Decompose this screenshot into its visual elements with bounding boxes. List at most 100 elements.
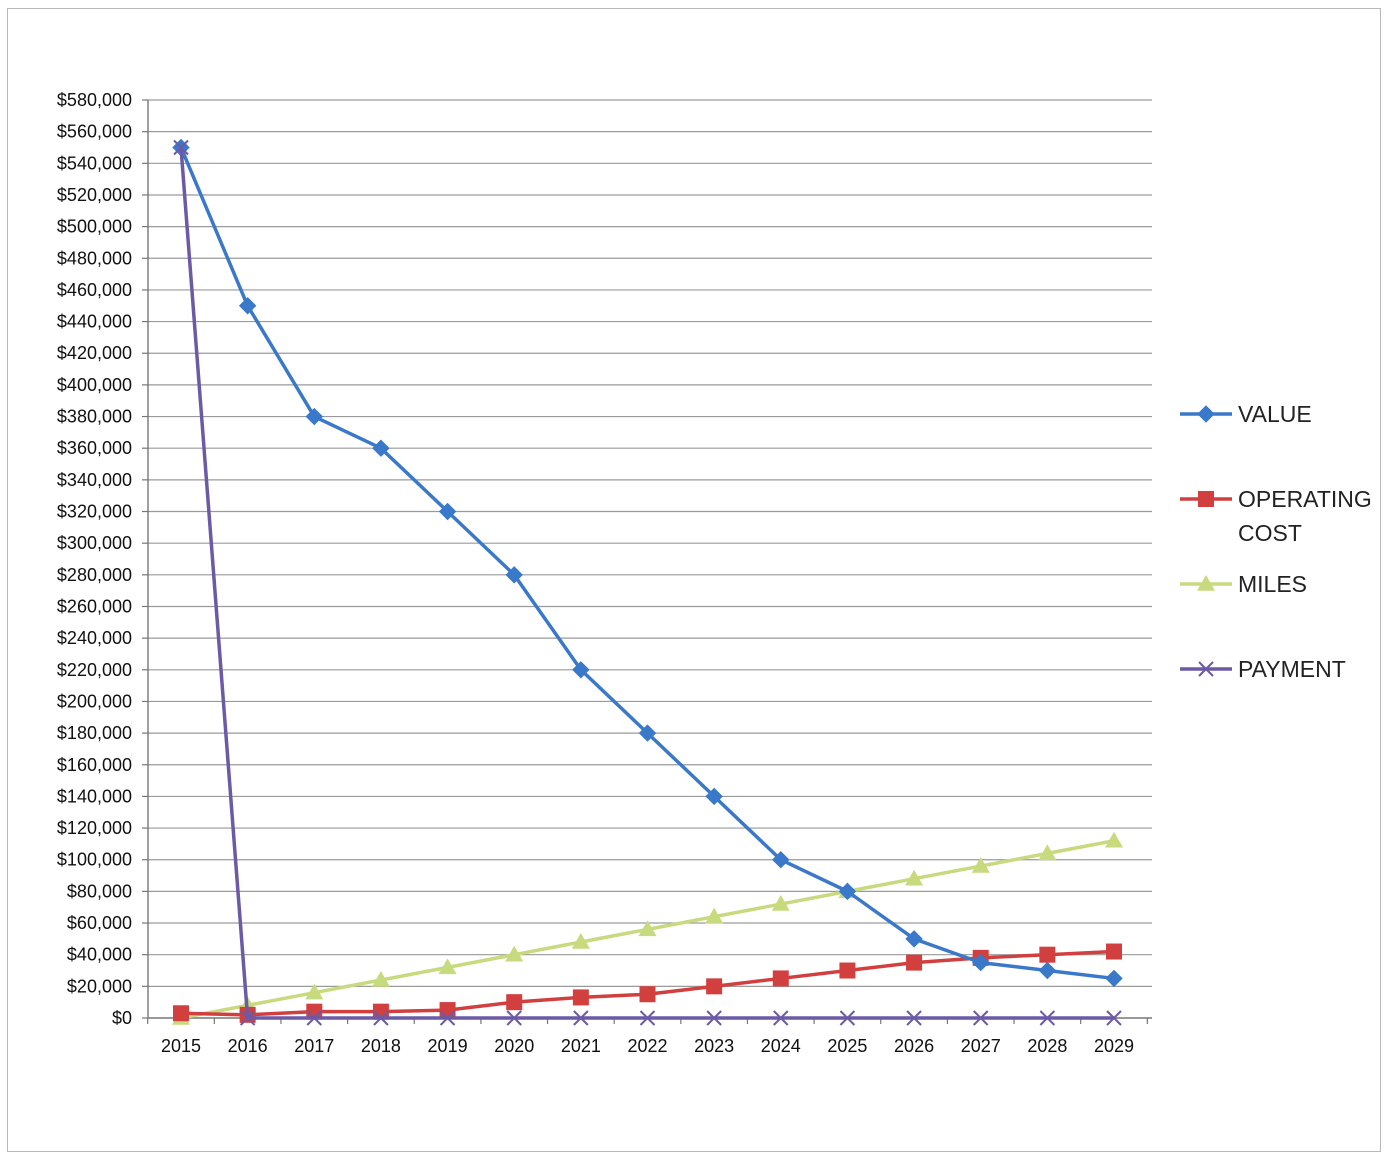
- data-point-operating-cost: [173, 1005, 189, 1022]
- y-tick-label: $580,000: [57, 90, 132, 110]
- x-tick-label: 2015: [161, 1036, 201, 1056]
- y-tick-label: $20,000: [67, 976, 132, 996]
- y-tick-label: $240,000: [57, 628, 132, 648]
- legend-entry-payment: PAYMENT: [1180, 656, 1346, 682]
- data-point-miles: [905, 869, 924, 886]
- x-tick-label: 2023: [694, 1036, 734, 1056]
- legend-swatch-marker: [1197, 575, 1215, 591]
- legend-entry-operating-cost: OPERATING COST: [1180, 486, 1372, 546]
- x-tick-label: 2022: [627, 1036, 667, 1056]
- y-tick-label: $40,000: [67, 945, 132, 965]
- legend-entry-value: VALUE: [1180, 401, 1312, 427]
- data-point-payment: [706, 1010, 722, 1026]
- data-point-value: [972, 953, 990, 972]
- data-point-payment: [773, 1010, 789, 1026]
- data-point-value: [238, 297, 257, 315]
- x-marker-stroke: [1039, 1010, 1056, 1026]
- data-point-payment: [973, 1010, 989, 1026]
- x-tick-label: 2027: [961, 1036, 1001, 1056]
- data-point-value: [905, 930, 923, 948]
- y-tick-label: $260,000: [57, 596, 132, 616]
- y-tick-label: $340,000: [57, 470, 132, 490]
- y-tick-label: $500,000: [57, 217, 132, 237]
- data-point-payment: [373, 1010, 389, 1026]
- x-tick-label: 2026: [894, 1036, 934, 1056]
- x-marker-stroke: [706, 1010, 722, 1026]
- data-point-miles: [505, 945, 524, 962]
- data-point-operating-cost: [306, 1003, 323, 1020]
- data-point-operating-cost: [1039, 946, 1056, 963]
- data-point-value: [772, 851, 790, 869]
- y-tick-label: $100,000: [57, 850, 132, 870]
- x-tick-label: 2021: [561, 1036, 601, 1056]
- legend-entry-miles: MILES: [1180, 571, 1307, 597]
- y-tick-label: $480,000: [57, 248, 132, 268]
- x-marker-stroke: [439, 1010, 456, 1026]
- series-payment: [173, 139, 1122, 1026]
- data-point-miles: [438, 958, 457, 975]
- data-point-value: [1105, 969, 1123, 988]
- legend-label: PAYMENT: [1238, 656, 1346, 682]
- data-point-payment: [1106, 1010, 1122, 1026]
- data-point-miles: [371, 971, 390, 987]
- x-marker-stroke: [239, 1010, 256, 1026]
- data-point-operating-cost: [372, 1003, 389, 1020]
- data-point-operating-cost: [772, 970, 789, 987]
- data-point-payment: [173, 139, 189, 156]
- data-point-value: [705, 787, 723, 806]
- data-point-operating-cost: [1106, 943, 1122, 960]
- x-marker-stroke: [1106, 1010, 1122, 1026]
- x-marker-stroke: [373, 1010, 389, 1026]
- data-point-miles: [971, 857, 990, 873]
- data-point-payment: [573, 1010, 589, 1026]
- y-tick-label: $60,000: [67, 913, 132, 933]
- data-point-miles: [1105, 831, 1123, 848]
- y-tick-label: $560,000: [57, 122, 132, 142]
- x-marker-stroke: [773, 1010, 789, 1026]
- data-point-payment: [439, 1010, 456, 1026]
- x-marker-stroke: [973, 1010, 989, 1026]
- data-point-value: [438, 502, 457, 521]
- legend-swatch-marker: [1198, 661, 1214, 677]
- data-point-miles: [771, 895, 790, 911]
- x-tick-label: 2024: [761, 1036, 801, 1056]
- data-point-miles: [638, 920, 657, 937]
- x-tick-label: 2028: [1027, 1036, 1067, 1056]
- x-tick-label: 2016: [228, 1036, 268, 1056]
- data-point-operating-cost: [572, 989, 589, 1006]
- series-value: [172, 138, 1123, 988]
- data-point-miles: [1038, 844, 1057, 861]
- data-point-miles: [305, 983, 324, 1000]
- y-tick-label: $460,000: [57, 280, 132, 300]
- data-point-operating-cost: [906, 954, 923, 971]
- x-marker-stroke: [839, 1010, 856, 1026]
- y-tick-label: $420,000: [57, 343, 132, 363]
- x-tick-label: 2019: [428, 1036, 468, 1056]
- x-tick-label: 2018: [361, 1036, 401, 1056]
- data-point-miles: [705, 907, 724, 924]
- legend-label: OPERATING: [1238, 486, 1372, 512]
- y-tick-label: $360,000: [57, 438, 132, 458]
- legend-label: MILES: [1238, 571, 1307, 597]
- data-point-payment: [906, 1010, 922, 1026]
- data-point-operating-cost: [506, 994, 523, 1011]
- y-axis-tick-labels: $0 $20,000 $40,000 $60,000 $80,000 $100,000 $1…: [57, 90, 132, 1028]
- legend-label: VALUE: [1238, 401, 1312, 427]
- data-point-payment: [639, 1010, 656, 1026]
- data-point-payment: [306, 1010, 322, 1026]
- data-point-payment: [506, 1010, 522, 1026]
- y-tick-label: $300,000: [57, 533, 132, 553]
- x-tick-label: 2020: [494, 1036, 534, 1056]
- x-marker-stroke: [906, 1010, 922, 1026]
- y-tick-label: $80,000: [67, 881, 132, 901]
- y-tick-label: $540,000: [57, 153, 132, 173]
- series-layer: [172, 138, 1123, 1026]
- y-tick-label: $180,000: [57, 723, 132, 743]
- y-tick-label: $440,000: [57, 312, 132, 332]
- data-point-value: [638, 724, 657, 742]
- data-point-value: [572, 661, 590, 679]
- y-tick-label: $380,000: [57, 407, 132, 427]
- legend: VALUE OPERATING COST MILES PAYMENT: [1180, 401, 1372, 682]
- x-marker-stroke: [306, 1010, 322, 1026]
